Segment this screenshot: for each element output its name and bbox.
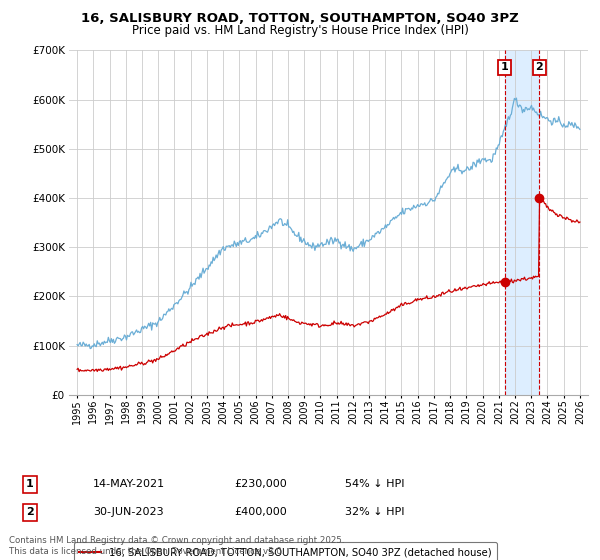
Text: 2: 2 [26, 507, 34, 517]
Legend: 16, SALISBURY ROAD, TOTTON, SOUTHAMPTON, SO40 3PZ (detached house), HPI: Average: 16, SALISBURY ROAD, TOTTON, SOUTHAMPTON,… [74, 542, 497, 560]
Text: Contains HM Land Registry data © Crown copyright and database right 2025.
This d: Contains HM Land Registry data © Crown c… [9, 536, 344, 556]
Text: 16, SALISBURY ROAD, TOTTON, SOUTHAMPTON, SO40 3PZ: 16, SALISBURY ROAD, TOTTON, SOUTHAMPTON,… [81, 12, 519, 25]
Text: 54% ↓ HPI: 54% ↓ HPI [345, 479, 404, 489]
Text: Price paid vs. HM Land Registry's House Price Index (HPI): Price paid vs. HM Land Registry's House … [131, 24, 469, 36]
Bar [505, 50, 539, 395]
Text: 32% ↓ HPI: 32% ↓ HPI [345, 507, 404, 517]
Text: £400,000: £400,000 [234, 507, 287, 517]
Text: 30-JUN-2023: 30-JUN-2023 [93, 507, 164, 517]
Text: 14-MAY-2021: 14-MAY-2021 [93, 479, 165, 489]
Text: 1: 1 [26, 479, 34, 489]
Text: 2: 2 [535, 63, 543, 72]
Text: £230,000: £230,000 [234, 479, 287, 489]
Text: 1: 1 [501, 63, 509, 72]
